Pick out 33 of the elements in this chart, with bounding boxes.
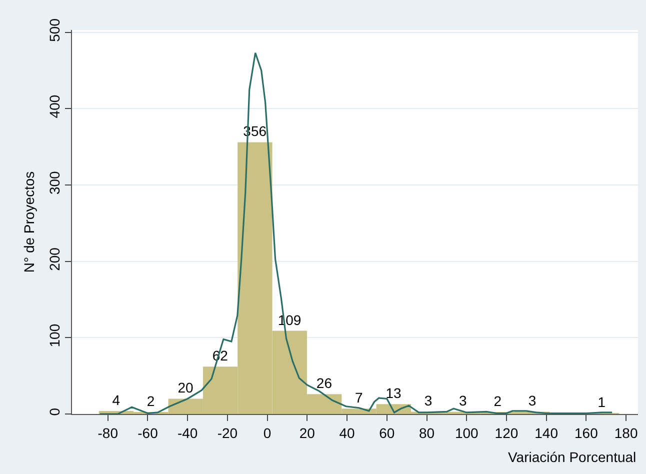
x-axis-title: Variación Porcentual <box>508 449 636 465</box>
x-tick-label: 80 <box>418 424 435 441</box>
y-tick-label: 200 <box>46 247 62 271</box>
x-tick-label: 40 <box>339 424 356 441</box>
data-label: 3 <box>459 392 468 409</box>
x-tick-label: 120 <box>494 424 518 441</box>
x-tick-label: 180 <box>614 424 638 441</box>
y-tick-label: 500 <box>46 18 62 42</box>
x-tick-label: -80 <box>98 424 118 441</box>
x-tick-label: 20 <box>299 424 316 441</box>
data-label: 3 <box>528 392 536 409</box>
x-tick-label: -60 <box>138 424 158 441</box>
data-label: 13 <box>386 385 402 402</box>
y-tick-label: 0 <box>46 408 62 416</box>
x-tick-label: 0 <box>263 424 272 441</box>
x-tick-label: 100 <box>454 424 479 441</box>
x-tick-label: -20 <box>217 424 238 441</box>
y-tick-label: 400 <box>46 94 62 118</box>
data-label: 2 <box>494 393 502 409</box>
x-tick-label: 160 <box>574 424 598 441</box>
data-label: 7 <box>354 390 363 406</box>
data-label: 3 <box>424 392 432 409</box>
data-label: 4 <box>112 392 120 408</box>
data-label: 26 <box>316 375 332 392</box>
data-label: 1 <box>598 394 606 410</box>
x-tick-label: 140 <box>534 424 558 441</box>
data-label: 2 <box>146 393 155 409</box>
data-label: 20 <box>178 380 194 396</box>
x-tick-label: -40 <box>177 424 198 441</box>
y-tick-label: 300 <box>46 170 62 195</box>
x-tick-label: 60 <box>379 424 395 441</box>
y-axis-title: N° de Proyectos <box>21 171 37 273</box>
y-tick-label: 100 <box>46 324 62 348</box>
